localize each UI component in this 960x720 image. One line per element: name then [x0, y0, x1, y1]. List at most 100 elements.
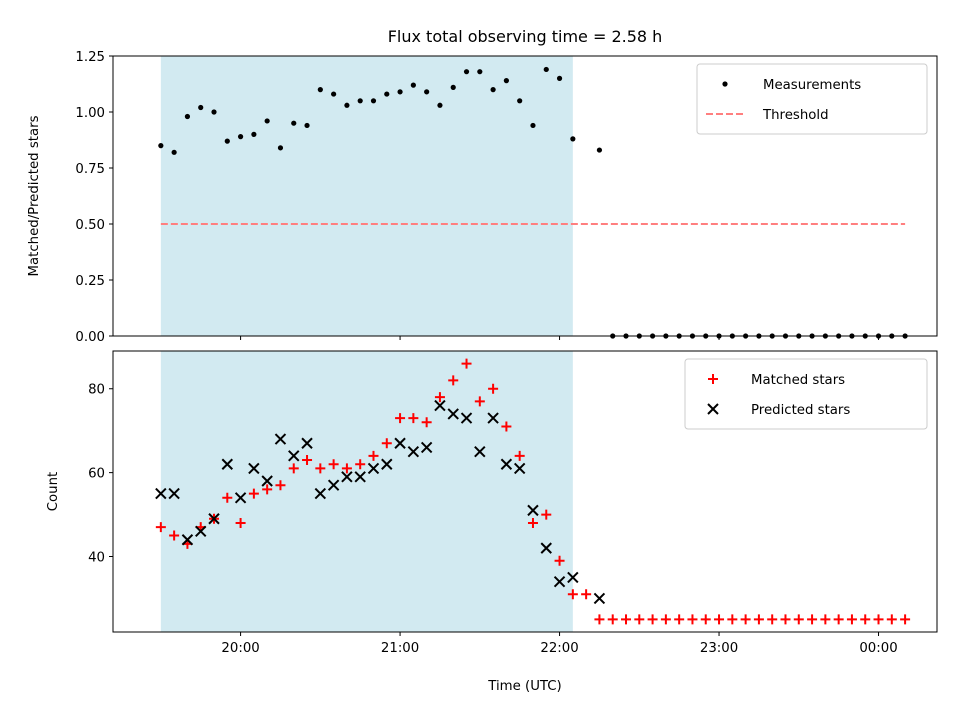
data-point-matched-stars: [753, 614, 764, 625]
data-point-matched-stars: [461, 358, 472, 369]
data-point-matched-stars: [807, 614, 818, 625]
data-point-measurements: [344, 102, 350, 108]
data-point-predicted-stars: [367, 462, 380, 475]
data-point-measurements: [397, 89, 403, 95]
x-axis-title: Time (UTC): [487, 679, 562, 694]
data-point-matched-stars: [302, 455, 313, 466]
data-point-matched-stars: [873, 614, 884, 625]
data-point-predicted-stars: [513, 462, 526, 475]
data-point-measurements: [198, 104, 204, 111]
data-point-predicted-stars: [527, 504, 539, 517]
data-point-matched-stars: [541, 509, 552, 520]
data-point-matched-stars: [780, 614, 791, 625]
data-point-predicted-stars: [500, 458, 513, 470]
y-axis-title: Matched/Predicted stars: [27, 115, 42, 276]
data-point-predicted-stars: [341, 471, 353, 483]
data-point-measurements: [357, 98, 363, 104]
data-point-matched-stars: [448, 375, 459, 386]
data-point-matched-stars: [594, 614, 605, 625]
data-point-matched-stars: [169, 530, 180, 541]
data-point-predicted-stars: [301, 437, 313, 449]
data-point-measurements: [543, 66, 549, 73]
axes-frame: [112, 55, 938, 337]
data-point-matched-stars: [474, 396, 485, 407]
data-point-measurements: [556, 75, 563, 81]
data-point-predicted-stars: [553, 575, 566, 588]
data-point-measurements: [490, 87, 496, 93]
legend-marker: [707, 403, 719, 415]
data-point-matched-stars: [235, 517, 246, 528]
data-point-matched-stars: [501, 421, 512, 432]
data-point-predicted-stars: [314, 487, 327, 500]
x-tick-label: 23:00: [700, 641, 738, 656]
data-point-matched-stars: [395, 413, 406, 424]
data-point-matched-stars: [740, 614, 751, 625]
data-point-matched-stars: [767, 614, 778, 625]
data-point-matched-stars: [554, 555, 565, 566]
data-point-predicted-stars: [407, 445, 420, 458]
data-point-matched-stars: [833, 614, 844, 625]
data-point-measurements: [237, 134, 244, 140]
y-tick-label: 60: [88, 467, 105, 482]
y-tick-label: 1.25: [75, 50, 105, 65]
data-point-measurements: [291, 120, 297, 126]
data-point-predicted-stars: [248, 462, 260, 475]
data-point-predicted-stars: [168, 487, 180, 500]
data-point-matched-stars: [621, 614, 632, 625]
data-point-measurements: [570, 136, 576, 142]
data-point-matched-stars: [634, 614, 645, 625]
data-point-matched-stars: [355, 459, 366, 470]
data-point-predicted-stars: [261, 475, 273, 487]
y-tick-label: 0.75: [75, 162, 105, 177]
data-point-matched-stars: [434, 392, 445, 403]
data-point-matched-stars: [793, 614, 804, 625]
data-point-predicted-stars: [354, 471, 366, 483]
y-tick-label: 0.25: [75, 274, 105, 289]
data-point-measurements: [317, 87, 323, 93]
data-point-matched-stars: [674, 614, 685, 625]
data-point-measurements: [384, 91, 390, 97]
data-point-matched-stars: [714, 614, 725, 625]
data-point-measurements: [530, 122, 536, 129]
data-point-measurements: [171, 149, 177, 155]
x-tick-label: 22:00: [540, 641, 578, 656]
data-point-predicted-stars: [221, 458, 234, 470]
data-point-matched-stars: [886, 614, 897, 625]
data-point-measurements: [370, 98, 377, 104]
data-point-matched-stars: [527, 517, 538, 528]
data-point-predicted-stars: [381, 458, 393, 470]
data-point-measurements: [503, 78, 509, 84]
legend-label: Matched stars: [751, 373, 845, 388]
top-panel: 0.00 0.25 0.50 0.75 1.00 1.25 Matched/Predicte…: [27, 27, 938, 345]
data-point-matched-stars: [262, 484, 273, 495]
data-point-matched-stars: [288, 463, 299, 474]
data-point-measurements: [264, 118, 270, 124]
data-point-predicted-stars: [155, 487, 167, 500]
data-point-measurements: [304, 122, 310, 129]
data-point-predicted-stars: [474, 445, 486, 458]
legend-label: Measurements: [763, 78, 861, 93]
data-point-matched-stars: [647, 614, 658, 625]
data-point-matched-stars: [488, 383, 499, 394]
legend-marker: [722, 81, 728, 87]
data-point-matched-stars: [820, 614, 831, 625]
data-point-measurements: [450, 84, 456, 90]
data-point-predicted-stars: [274, 433, 287, 445]
data-point-predicted-stars: [394, 437, 406, 449]
y-tick-label: 80: [88, 383, 105, 398]
legend: Measurements Threshold: [696, 63, 928, 135]
data-point-measurements: [251, 131, 257, 137]
data-point-measurements: [224, 138, 230, 144]
data-point-measurements: [184, 113, 191, 120]
data-point-measurements: [331, 91, 337, 97]
legend: Matched stars Predicted stars: [684, 358, 928, 430]
data-point-predicted-stars: [208, 513, 220, 525]
data-point-matched-stars: [687, 614, 698, 625]
data-point-matched-stars: [660, 614, 671, 625]
y-tick-label: 1.00: [75, 106, 105, 121]
data-point-matched-stars: [421, 417, 432, 428]
chart-title: Flux total observing time = 2.58 h: [388, 27, 663, 46]
data-point-predicted-stars: [593, 592, 606, 605]
y-tick-label: 40: [88, 551, 105, 566]
